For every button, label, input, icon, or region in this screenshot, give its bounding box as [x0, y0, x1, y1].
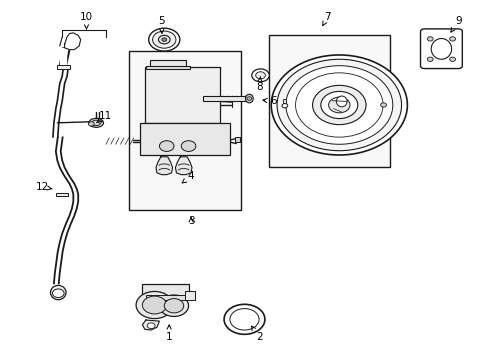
Circle shape: [285, 66, 392, 144]
Circle shape: [158, 35, 170, 44]
Bar: [268, 35, 389, 167]
Ellipse shape: [245, 94, 253, 103]
Circle shape: [136, 292, 173, 319]
Circle shape: [181, 141, 196, 152]
Bar: [234, 138, 239, 143]
Circle shape: [224, 304, 264, 334]
Circle shape: [449, 57, 455, 62]
Circle shape: [162, 38, 166, 41]
Circle shape: [88, 122, 94, 126]
Circle shape: [380, 103, 386, 107]
Circle shape: [98, 120, 102, 123]
Ellipse shape: [92, 120, 101, 126]
Bar: [57, 65, 70, 69]
Circle shape: [449, 37, 455, 41]
Circle shape: [229, 309, 259, 330]
Bar: [283, 99, 286, 105]
Polygon shape: [156, 157, 172, 175]
Text: 12: 12: [36, 182, 52, 192]
Bar: [129, 51, 241, 210]
Circle shape: [328, 97, 349, 113]
Circle shape: [277, 59, 401, 151]
Circle shape: [164, 298, 183, 313]
Bar: [203, 96, 249, 102]
Circle shape: [246, 97, 251, 100]
Ellipse shape: [50, 285, 66, 300]
Circle shape: [148, 28, 180, 51]
Circle shape: [255, 72, 265, 79]
Circle shape: [427, 37, 432, 41]
Text: 10: 10: [80, 13, 93, 29]
Bar: [185, 291, 195, 300]
Bar: [142, 284, 188, 298]
Ellipse shape: [89, 118, 103, 127]
Circle shape: [282, 104, 287, 108]
Circle shape: [295, 73, 382, 137]
Text: 5: 5: [158, 16, 165, 33]
Bar: [149, 60, 186, 67]
Circle shape: [251, 69, 269, 82]
Text: 6: 6: [263, 96, 276, 107]
Bar: [56, 193, 67, 196]
Circle shape: [147, 323, 155, 329]
Text: 1: 1: [165, 325, 172, 342]
Circle shape: [52, 289, 64, 297]
Ellipse shape: [336, 96, 346, 107]
Polygon shape: [142, 320, 159, 330]
Text: 7: 7: [322, 13, 330, 26]
Polygon shape: [60, 48, 66, 66]
Circle shape: [427, 57, 432, 62]
Text: 2: 2: [251, 326, 262, 342]
Ellipse shape: [430, 39, 451, 59]
Circle shape: [312, 85, 366, 125]
Text: 3: 3: [187, 216, 194, 226]
Text: 9: 9: [450, 16, 461, 32]
Bar: [146, 66, 190, 69]
Circle shape: [271, 55, 407, 155]
Text: 8: 8: [255, 77, 262, 92]
Text: 4: 4: [182, 171, 194, 183]
Polygon shape: [64, 33, 81, 50]
Text: 11: 11: [96, 111, 112, 123]
Circle shape: [159, 141, 174, 152]
Circle shape: [152, 31, 176, 48]
Bar: [144, 67, 220, 123]
Polygon shape: [175, 157, 192, 175]
Bar: [145, 296, 184, 300]
Circle shape: [320, 91, 357, 118]
Circle shape: [142, 296, 166, 314]
Circle shape: [159, 295, 188, 316]
FancyBboxPatch shape: [420, 29, 461, 68]
Bar: [140, 123, 229, 155]
